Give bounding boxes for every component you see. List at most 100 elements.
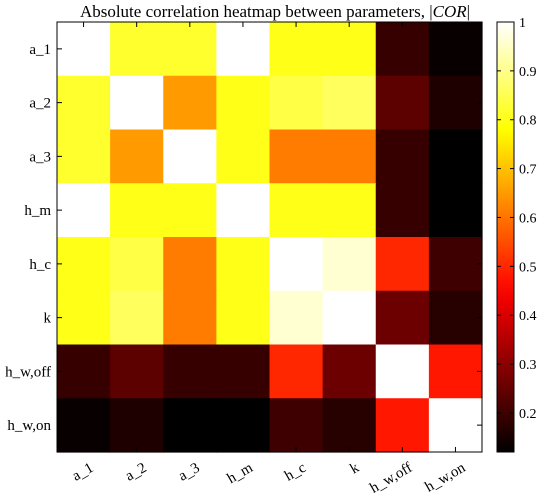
heatmap-cell [428,237,483,292]
heatmap-cell [110,129,164,184]
heatmap-cell [322,75,377,131]
colorbar-ticks: 0.2 0.3 0.4 0.5 0.6 0.7 0.8 0.9 1 [497,16,537,422]
heatmap-cell [428,398,483,453]
heatmap-cell [428,183,483,238]
heatmap-cell [110,237,164,292]
heatmap-cell [57,344,111,399]
colorbar-tick-label: 0.2 [519,407,537,422]
heatmap-cell [269,183,324,238]
colorbar-tick-label: 1 [519,16,526,31]
heatmap-cell [110,398,164,453]
col-label: h_m [225,460,256,487]
heatmap-cell [269,290,324,346]
colorbar-tick-label: 0.7 [519,163,537,178]
heatmap-cell [110,22,164,77]
heatmap-cell [57,183,111,238]
heatmap-cell [57,22,111,77]
row-label: a_1 [29,42,51,58]
heatmap-cell [375,22,430,77]
heatmap-cell [428,75,483,131]
chart-title-italic: COR [432,2,467,21]
heatmap-cell [163,129,217,184]
heatmap-cell [375,290,430,346]
heatmap-cell [322,22,377,77]
heatmap-cell [163,22,217,77]
chart-title-suffix: | [466,2,471,21]
col-labels: a_1 a_2 a_3 h_m h_c k h_w,off h_w,on [70,460,469,497]
heatmap-cell [216,75,271,131]
heatmap-cell [322,237,377,292]
heatmap-cell [57,290,111,346]
heatmap-cell [375,183,430,238]
heatmap-cell [428,129,483,184]
heatmap-cell [322,183,377,238]
row-label: a_3 [29,149,51,165]
heatmap-cell [216,183,271,238]
plot-frame [56,21,483,453]
heatmap-cell [110,75,164,131]
heatmap-cell [163,75,217,131]
heatmap-cell [57,398,111,453]
heatmap-cell [322,398,377,453]
colorbar-tick-label: 0.4 [519,309,537,324]
row-label: a_2 [29,96,51,112]
heatmap-cell [375,75,430,131]
row-label: h_m [24,203,51,219]
row-label: k [44,311,52,327]
colorbar-tick-label: 0.6 [519,211,537,226]
heatmap-cell [322,290,377,346]
colorbar [496,21,515,453]
col-label: a_1 [70,460,97,485]
heatmap-cell [269,129,324,184]
heatmap-cell [269,75,324,131]
heatmap-cells [57,22,483,453]
heatmap-cell [375,344,430,399]
heatmap-cell [110,290,164,346]
heatmap-cell [375,398,430,453]
heatmap-cell [110,344,164,399]
heatmap-cell [375,237,430,292]
heatmap-cell [428,22,483,77]
heatmap-cell [375,129,430,184]
heatmap-cell [322,344,377,399]
row-label: h_w,on [7,418,51,434]
heatmap-cell [216,129,271,184]
heatmap-cell [269,344,324,399]
col-label: h_w,on [422,460,468,496]
col-label: k [347,460,362,478]
heatmap-cell [216,398,271,453]
colorbar-tick-label: 0.5 [519,260,537,275]
axis-ticks [57,22,482,452]
row-labels: a_1 a_2 a_3 h_m h_ck h_w,off h_w,on [5,42,51,434]
heatmap-cell [57,237,111,292]
col-label: h_w,off [367,460,415,497]
heatmap-cell [322,129,377,184]
heatmap-cell [428,290,483,346]
heatmap-cell [57,129,111,184]
colorbar-tick-label: 0.3 [519,358,537,373]
heatmap-cell [163,290,217,346]
chart-title: Absolute correlation heatmap between par… [0,2,550,22]
heatmap-cell [163,183,217,238]
colorbar-tick-label: 0.8 [519,114,537,129]
col-label: a_2 [123,460,150,485]
heatmap-cell [163,398,217,453]
col-label: a_3 [176,460,203,485]
heatmap-cell [216,237,271,292]
col-label: h_c [282,460,309,485]
heatmap-cell [428,344,483,399]
heatmap-cell [269,398,324,453]
heatmap-cell [216,22,271,77]
heatmap-cell [269,237,324,292]
heatmap-cell [110,183,164,238]
heatmap-cell [216,344,271,399]
heatmap-cell [216,290,271,346]
row-label: h_w,off [5,364,51,380]
heatmap-cell [57,75,111,131]
colorbar-tick-label: 0.9 [519,65,537,80]
heatmap-cell [163,344,217,399]
row-label: h_c [29,257,51,273]
heatmap-cell [269,22,324,77]
chart-title-prefix: Absolute correlation heatmap between par… [79,2,433,21]
